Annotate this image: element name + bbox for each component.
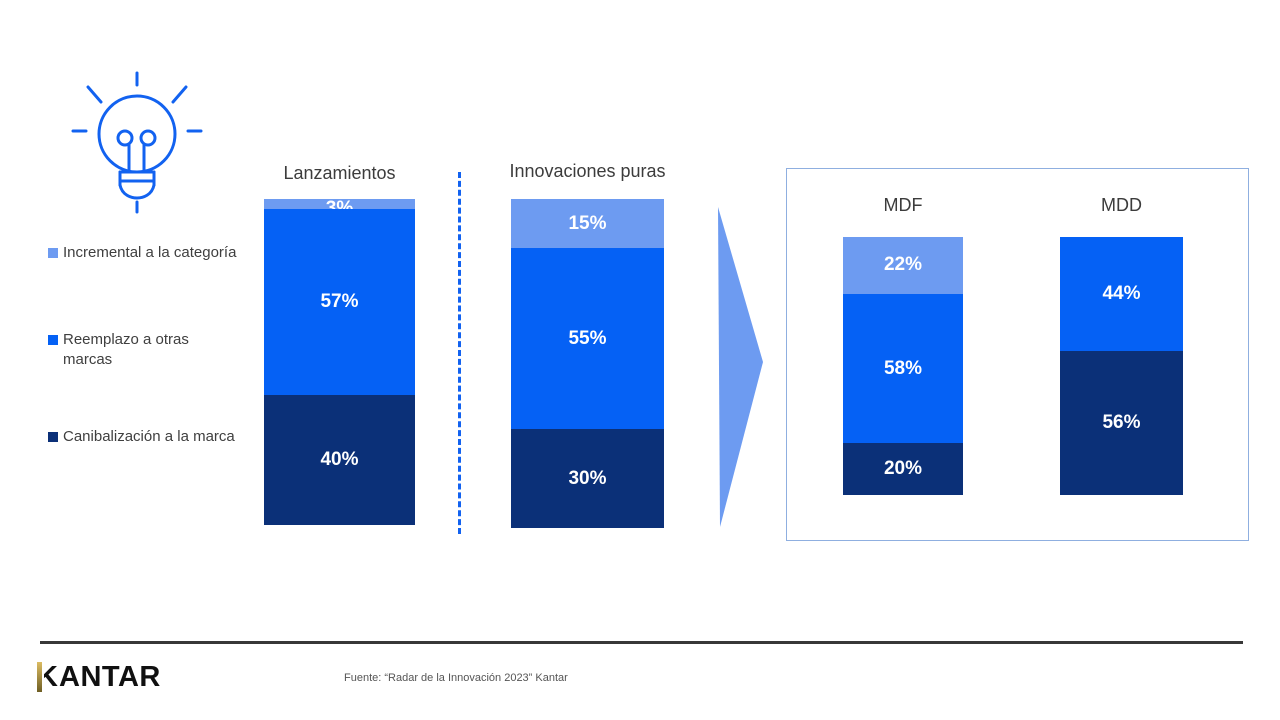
- segment-value-label: 55%: [568, 327, 607, 349]
- segment-value-label: 22%: [883, 254, 923, 276]
- logo-text: KANTAR: [44, 661, 161, 693]
- bar-segment: 3%: [264, 198, 415, 219]
- logo-gold-bar-icon: [37, 662, 42, 692]
- bar-segment: 40%: [264, 394, 415, 525]
- dashed-divider: [458, 172, 461, 534]
- segment-value-label: 58%: [883, 357, 923, 379]
- segment-value-label: 40%: [320, 448, 359, 470]
- stacked-bar-mdf: 22% 58% 20%: [843, 237, 963, 495]
- highlight-box: [786, 168, 1249, 541]
- lightbulb-icon: [71, 71, 203, 214]
- bar-segment: 30%: [511, 429, 664, 528]
- bar-title-mdd: MDD: [1101, 195, 1142, 215]
- bar-segment: 22%: [843, 237, 963, 294]
- legend-label: Incremental a la categoría: [63, 244, 237, 261]
- stacked-bar-innovaciones-puras: 15% 55% 30%: [511, 199, 664, 528]
- stacked-bar-lanzamientos: 3% 57% 40%: [264, 198, 415, 525]
- legend-swatch-navy: [48, 432, 58, 442]
- bar-segment: 57%: [264, 208, 415, 395]
- footer-rule: [40, 641, 1243, 644]
- bar-segment: 58%: [843, 293, 963, 444]
- legend-item: Incremental a la categoría: [48, 243, 263, 263]
- segment-value-label: 44%: [1102, 282, 1141, 304]
- bar-segment: 55%: [511, 248, 664, 430]
- bar-title-innovaciones-puras: Innovaciones puras: [509, 161, 666, 181]
- legend-item: Reemplazo a otras marcas: [48, 330, 213, 370]
- legend-swatch-light-blue: [48, 248, 58, 258]
- segment-value-label: 56%: [1102, 411, 1141, 433]
- stacked-bar-mdd: 44% 56%: [1060, 237, 1183, 495]
- segment-value-label: 30%: [568, 467, 607, 489]
- legend-item: Canibalización a la marca: [48, 427, 273, 447]
- kantar-logo: KANTAR: [37, 662, 161, 693]
- bar-segment: 44%: [1060, 237, 1183, 351]
- bar-segment: 15%: [511, 199, 664, 249]
- segment-value-label: 57%: [320, 290, 359, 312]
- flow-arrow-icon: [718, 207, 763, 527]
- legend-label: Canibalización a la marca: [63, 428, 235, 445]
- source-text: Fuente: “Radar de la Innovación 2023” Ka…: [344, 672, 568, 684]
- bar-title-lanzamientos: Lanzamientos: [283, 163, 396, 183]
- bar-segment: 56%: [1060, 350, 1183, 495]
- segment-value-label: 15%: [568, 212, 607, 234]
- legend-swatch-mid-blue: [48, 335, 58, 345]
- segment-value-label: 20%: [883, 458, 923, 480]
- bar-segment: 20%: [843, 443, 963, 495]
- bar-title-mdf: MDF: [883, 195, 923, 215]
- legend-label: Reemplazo a otras marcas: [63, 331, 189, 368]
